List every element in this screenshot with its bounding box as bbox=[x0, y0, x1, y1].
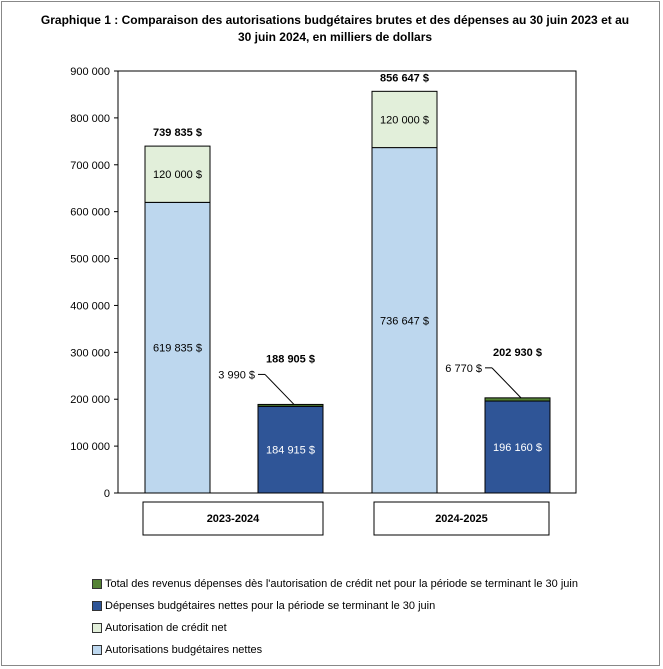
bar-segment bbox=[257, 405, 324, 494]
legend-swatch bbox=[92, 645, 102, 655]
total-label: 739 835 $ bbox=[153, 127, 202, 139]
category-box bbox=[373, 501, 550, 536]
x-category-label: 2024-2025 bbox=[435, 513, 488, 525]
legend-label: Autorisation de crédit net bbox=[105, 622, 227, 634]
legend-swatch bbox=[92, 623, 102, 633]
y-tick-label: 100 000 bbox=[70, 441, 110, 453]
legend-label: Total des revenus dépenses dès l'autoris… bbox=[105, 578, 578, 590]
data-label: 6 770 $ bbox=[445, 363, 482, 375]
x-category-label: 2023-2024 bbox=[207, 513, 260, 525]
total-label: 188 905 $ bbox=[266, 353, 315, 365]
callout-line bbox=[491, 367, 522, 399]
legend-swatch bbox=[92, 579, 102, 589]
legend-item: Total des revenus dépenses dès l'autoris… bbox=[92, 573, 578, 595]
y-tick-label: 600 000 bbox=[70, 207, 110, 219]
chart-title: Graphique 1 : Comparaison des autorisati… bbox=[40, 13, 630, 44]
y-tick-label: 300 000 bbox=[70, 347, 110, 359]
total-label: 202 930 $ bbox=[493, 347, 542, 359]
y-tick-label: 900 000 bbox=[70, 66, 110, 78]
y-tick-label: 700 000 bbox=[70, 160, 110, 172]
legend-label: Dépenses budgétaires nettes pour la péri… bbox=[105, 600, 436, 612]
bar-segment bbox=[484, 397, 551, 402]
category-box bbox=[142, 501, 324, 536]
bar-segment bbox=[371, 90, 438, 149]
bar-segment bbox=[484, 400, 551, 494]
legend-item: Dépenses budgétaires nettes pour la péri… bbox=[92, 595, 578, 617]
legend-label: Autorisations budgétaires nettes bbox=[105, 644, 263, 656]
data-label: 196 160 $ bbox=[493, 442, 542, 454]
y-tick-label: 200 000 bbox=[70, 394, 110, 406]
legend-swatch bbox=[92, 601, 102, 611]
legend: Total des revenus dépenses dès l'autoris… bbox=[92, 573, 578, 661]
callout-line bbox=[264, 374, 295, 405]
legend-item: Autorisations budgétaires nettes bbox=[92, 639, 578, 661]
bar-segment bbox=[257, 403, 324, 407]
data-label: 3 990 $ bbox=[218, 369, 255, 381]
data-label: 736 647 $ bbox=[380, 315, 429, 327]
data-label: 120 000 $ bbox=[380, 114, 429, 126]
y-tick-label: 400 000 bbox=[70, 300, 110, 312]
data-label: 619 835 $ bbox=[153, 343, 202, 355]
y-tick-label: 500 000 bbox=[70, 254, 110, 266]
total-label: 856 647 $ bbox=[380, 72, 429, 84]
bar-segment bbox=[144, 145, 211, 203]
legend-item: Autorisation de crédit net bbox=[92, 617, 578, 639]
data-label: 184 915 $ bbox=[266, 445, 315, 457]
y-tick-label: 0 bbox=[104, 488, 110, 500]
y-tick-label: 800 000 bbox=[70, 113, 110, 125]
data-label: 120 000 $ bbox=[153, 169, 202, 181]
